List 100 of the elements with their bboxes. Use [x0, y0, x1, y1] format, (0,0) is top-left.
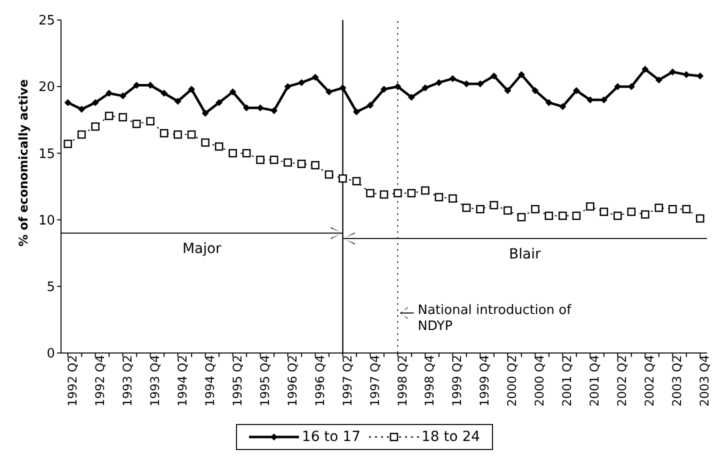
point [256, 156, 264, 164]
point [366, 189, 374, 198]
point [545, 99, 552, 106]
point [366, 102, 374, 109]
point [628, 83, 635, 90]
point [132, 120, 141, 128]
point [106, 90, 113, 97]
x-tick-label: 2003 Q4 [698, 355, 712, 406]
y-tick-label: 20 [38, 80, 55, 96]
point [532, 87, 539, 94]
point [326, 88, 333, 96]
point [544, 212, 554, 220]
point [696, 214, 704, 223]
point [339, 84, 346, 92]
x-tick-label: 2000 Q2 [505, 355, 520, 406]
x-tick-label: 2002 Q4 [642, 355, 657, 406]
point [160, 129, 168, 138]
x-tick-label: 1992 Q4 [92, 355, 107, 406]
point [64, 140, 72, 148]
point [627, 208, 636, 216]
point [600, 96, 608, 104]
point [614, 212, 622, 220]
point [490, 72, 498, 80]
point [311, 161, 320, 170]
point [682, 71, 690, 78]
point [202, 110, 209, 117]
point [284, 83, 292, 90]
point [242, 149, 251, 158]
y-tick-label: 15 [38, 146, 55, 162]
x-tick-label: 1998 Q4 [422, 355, 437, 406]
x-tick-label: 1994 Q4 [202, 355, 217, 406]
point [229, 88, 236, 96]
point [518, 71, 525, 78]
point [77, 130, 86, 139]
point [216, 99, 223, 106]
point [490, 201, 498, 210]
point [324, 170, 334, 179]
x-tick-label: 1994 Q2 [175, 355, 190, 406]
x-tick-label: 1993 Q2 [120, 355, 134, 406]
point [174, 98, 182, 105]
point [352, 177, 361, 186]
point [449, 75, 456, 82]
point [669, 68, 676, 76]
point [407, 189, 416, 198]
x-tick-label: 1993 Q4 [148, 355, 162, 406]
point [353, 108, 360, 116]
point [421, 186, 430, 195]
point [572, 87, 580, 94]
x-tick-label: 1997 Q4 [368, 355, 382, 406]
point [448, 194, 457, 203]
annotation: Major [182, 241, 222, 258]
point [284, 158, 292, 167]
point [228, 149, 237, 158]
point [462, 204, 471, 212]
point [434, 193, 444, 202]
point [504, 206, 512, 215]
x-tick-label: 2000 Q4 [532, 355, 547, 406]
legend-label: 16 to 17 [302, 429, 360, 445]
point [104, 112, 114, 120]
y-tick-label: 5 [46, 280, 55, 296]
x-tick-label: 1997 Q2 [340, 355, 354, 406]
x-tick-label: 2003 Q2 [670, 355, 684, 406]
x-tick-label: 2002 Q2 [615, 355, 630, 406]
annotation: Blair [509, 246, 541, 262]
point [531, 204, 540, 214]
annotation: National introduction of NDYP [418, 303, 572, 336]
x-tick-label: 1996 Q4 [312, 355, 327, 406]
point [187, 130, 196, 139]
point [394, 189, 402, 198]
point [517, 212, 526, 222]
point [682, 204, 691, 214]
point [572, 212, 581, 220]
point [270, 107, 278, 114]
point [64, 99, 72, 106]
point [78, 106, 86, 113]
point [558, 212, 567, 220]
point [380, 190, 388, 199]
x-tick-label: 1996 Q2 [285, 355, 300, 406]
point [270, 156, 278, 164]
point [146, 117, 154, 126]
point [600, 208, 608, 216]
x-tick-label: 2001 Q2 [560, 355, 574, 406]
point [586, 96, 594, 104]
point [435, 79, 442, 86]
point [504, 87, 512, 94]
point [188, 86, 196, 93]
point [641, 210, 650, 219]
point [118, 113, 127, 122]
y-tick-label: 25 [38, 14, 55, 29]
x-tick-label: 1995 Q2 [230, 355, 244, 406]
point [668, 204, 677, 214]
y-tick-label: 0 [46, 346, 55, 362]
point [256, 104, 264, 112]
point [654, 204, 664, 212]
point [476, 80, 484, 88]
point [380, 86, 388, 93]
x-tick-label: 1992 Q2 [65, 355, 80, 406]
x-tick-label: 1999 Q4 [478, 355, 492, 406]
point [91, 122, 100, 131]
point [338, 174, 347, 183]
